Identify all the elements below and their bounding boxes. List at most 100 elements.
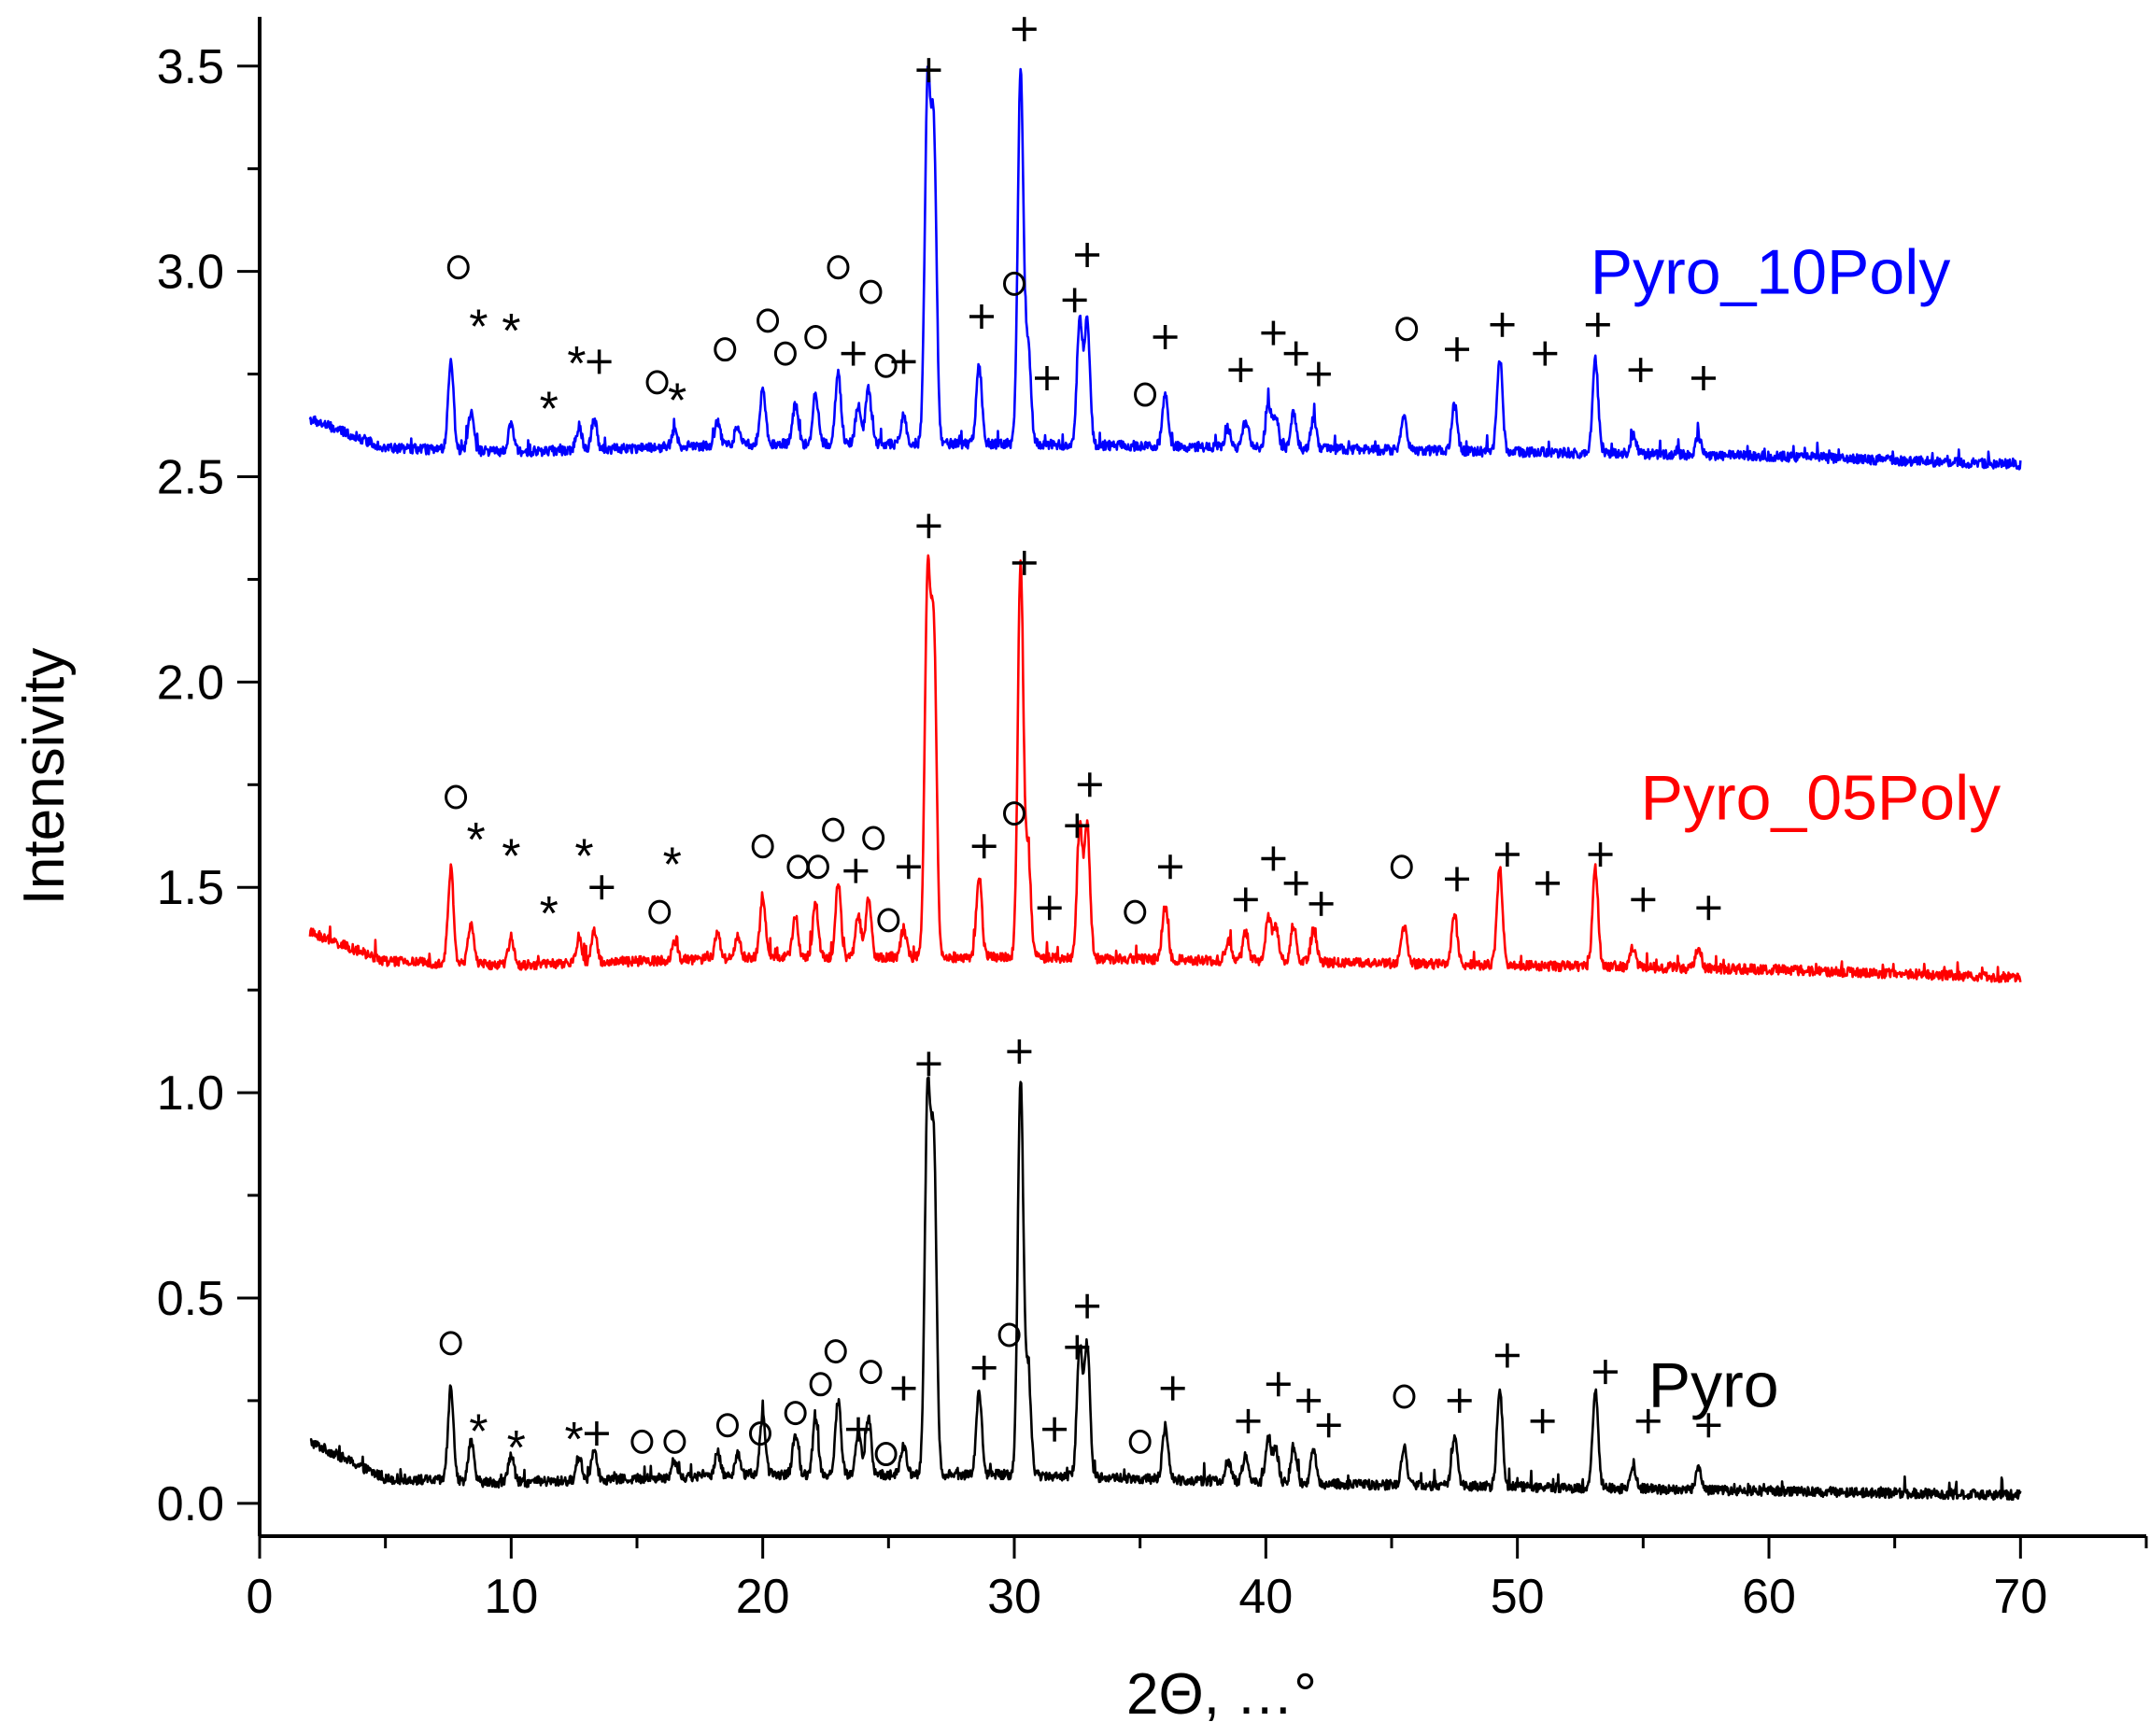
marker-circle — [645, 370, 669, 395]
marker-plus — [587, 349, 612, 374]
marker-plus — [1035, 365, 1060, 390]
marker-circle — [1390, 854, 1413, 880]
marker-plus — [589, 875, 615, 900]
y-tick-label: 3.0 — [157, 246, 224, 300]
x-tick-label: 10 — [484, 1570, 538, 1624]
marker-circle — [445, 784, 468, 810]
marker-circle — [786, 854, 810, 880]
marker-circle — [824, 1339, 847, 1364]
marker-asterisk: * — [502, 304, 520, 359]
series-label-pyro_05poly: Pyro_05Poly — [1641, 762, 2001, 833]
marker-circle — [877, 908, 900, 933]
marker-asterisk: * — [663, 838, 682, 892]
y-tick-label: 0.5 — [157, 1272, 224, 1326]
marker-layer: * * ** *** ** **** — [439, 17, 1721, 1475]
marker-plus — [1490, 312, 1515, 337]
marker-circle — [1003, 801, 1025, 826]
series-line-pyro_05poly — [308, 554, 2022, 983]
y-tick-label: 0.0 — [157, 1477, 224, 1531]
marker-plus — [1696, 896, 1721, 921]
marker-plus — [1037, 896, 1062, 921]
marker-circle — [715, 1413, 739, 1438]
y-tick-label: 2.0 — [157, 656, 224, 710]
marker-circle — [1134, 382, 1157, 407]
marker-circle — [630, 1429, 654, 1454]
marker-plus — [1533, 341, 1558, 366]
marker-plus — [1628, 358, 1653, 383]
marker-plus — [1635, 1408, 1661, 1433]
marker-asterisk: * — [469, 300, 488, 354]
marker-plus — [1296, 1388, 1322, 1413]
marker-plus — [916, 1051, 941, 1077]
marker-plus — [891, 1376, 916, 1401]
marker-plus — [1690, 365, 1716, 390]
marker-asterisk: * — [574, 830, 593, 884]
marker-plus — [1160, 1376, 1185, 1401]
series-line-pyro — [309, 1076, 2022, 1502]
marker-plus — [896, 854, 921, 880]
label-layer: Pyro Pyro_05Poly Pyro_10Poly — [1591, 237, 2001, 1421]
marker-plus — [1233, 887, 1258, 912]
marker-circle — [751, 834, 774, 859]
marker-plus — [1011, 550, 1037, 575]
y-tick-label: 1.0 — [157, 1066, 224, 1121]
marker-asterisk: * — [502, 830, 520, 884]
marker-plus — [841, 341, 866, 366]
marker-asterisk: * — [540, 382, 559, 436]
marker-plus — [1283, 341, 1308, 366]
marker-circle — [446, 255, 470, 280]
marker-plus — [1157, 854, 1182, 880]
marker-plus — [1494, 842, 1520, 868]
marker-plus — [846, 1417, 871, 1442]
marker-plus — [1261, 846, 1286, 871]
y-tick-label: 1.5 — [157, 861, 224, 915]
marker-asterisk: * — [567, 337, 586, 391]
marker-plus — [916, 58, 941, 83]
y-tick-label: 2.5 — [157, 450, 224, 504]
marker-plus — [1266, 1372, 1291, 1397]
marker-plus — [1075, 1293, 1100, 1319]
x-tick-label: 50 — [1491, 1570, 1545, 1624]
marker-circle — [757, 308, 780, 333]
marker-plus — [1153, 324, 1178, 349]
marker-circle — [773, 341, 797, 366]
marker-plus — [1530, 1408, 1555, 1433]
series-line-pyro_10poly — [308, 65, 2022, 471]
marker-plus — [1494, 1343, 1520, 1368]
marker-plus — [891, 349, 916, 374]
marker-circle — [997, 1322, 1021, 1348]
marker-circle — [822, 817, 845, 842]
marker-plus — [1308, 891, 1334, 916]
marker-plus — [1283, 870, 1308, 896]
marker-circle — [439, 1331, 462, 1356]
marker-asterisk: * — [507, 1421, 526, 1475]
marker-plus — [1011, 17, 1037, 42]
x-ticks: 0 10 20 30 40 50 60 70 — [247, 1536, 2148, 1624]
marker-circle — [1124, 899, 1147, 924]
x-axis-title: 2Θ, …° — [1126, 1662, 1317, 1727]
marker-circle — [648, 899, 672, 924]
marker-asterisk: * — [668, 374, 686, 429]
marker-asterisk: * — [467, 813, 486, 868]
marker-plus — [1696, 1413, 1721, 1438]
marker-circle — [827, 255, 850, 280]
marker-plus — [1062, 288, 1087, 313]
marker-circle — [806, 854, 829, 880]
marker-plus — [1236, 1408, 1261, 1433]
x-tick-label: 30 — [987, 1570, 1041, 1624]
marker-circle — [809, 1372, 832, 1397]
marker-plus — [1065, 813, 1090, 839]
marker-plus — [1077, 772, 1102, 797]
y-ticks: 0.0 0.5 1.0 1.5 2.0 2.5 3.0 3.5 — [157, 40, 260, 1531]
marker-plus — [969, 304, 994, 330]
x-tick-label: 70 — [1993, 1570, 2047, 1624]
marker-plus — [1588, 842, 1613, 868]
marker-circle — [714, 337, 737, 362]
marker-asterisk: * — [540, 887, 559, 941]
marker-plus — [843, 858, 869, 883]
marker-plus — [1585, 312, 1610, 337]
marker-plus — [971, 834, 997, 859]
marker-circle — [784, 1401, 807, 1426]
y-tick-label: 3.5 — [157, 40, 224, 94]
